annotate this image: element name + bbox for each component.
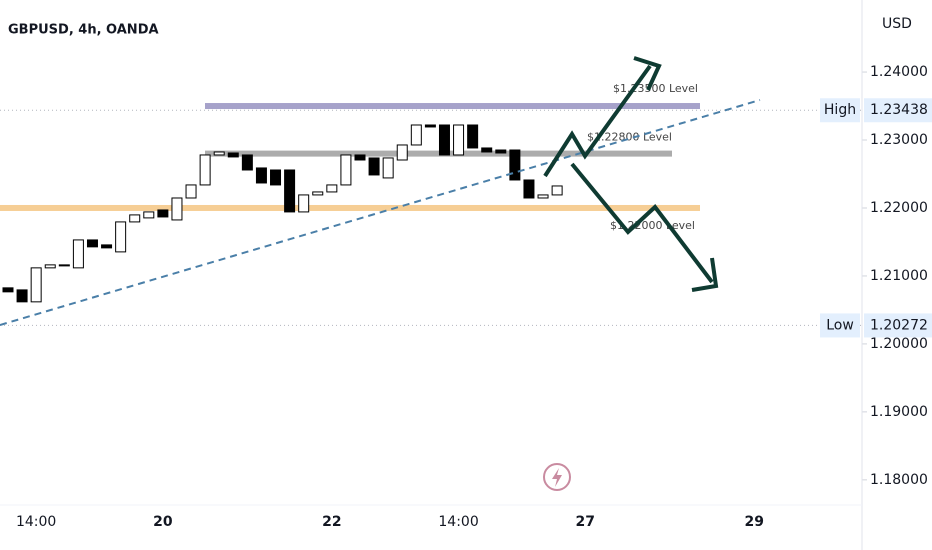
candle-body — [129, 214, 141, 223]
level-band — [205, 150, 672, 157]
candle-body — [30, 267, 42, 303]
symbol-title: GBPUSD, 4h, OANDA — [8, 23, 159, 38]
candle-body — [481, 147, 493, 153]
down-arrow — [570, 162, 714, 284]
low-price: 1.20272 — [870, 317, 928, 333]
candle-body — [396, 144, 408, 161]
candle-body — [16, 289, 28, 303]
level-band — [0, 204, 700, 211]
x-tick-label: 29 — [744, 514, 763, 530]
candle-body — [199, 154, 211, 186]
candle-body — [340, 154, 352, 186]
candle-body — [326, 184, 338, 193]
high-price-badge — [864, 98, 932, 123]
candle-body — [255, 167, 267, 184]
x-tick-label: 14:00 — [16, 514, 56, 530]
candle-body — [241, 154, 253, 171]
low-badge — [820, 313, 860, 338]
candle-body — [438, 124, 450, 156]
candle-body — [312, 191, 324, 196]
level-label: $1.22800 Level — [587, 131, 672, 144]
candle-body — [227, 152, 239, 158]
candle-body — [72, 239, 84, 269]
candle-body — [284, 169, 296, 213]
up-arrow — [543, 64, 652, 178]
candle-body — [368, 157, 380, 176]
candle-body — [157, 209, 169, 218]
candle-body — [453, 124, 465, 156]
candle-body — [551, 185, 563, 196]
candle-body — [509, 149, 521, 181]
down-arrow-head — [691, 257, 719, 292]
x-tick-label: 14:00 — [438, 514, 478, 530]
y-tick-label: 1.21000 — [870, 268, 928, 284]
trend-line — [0, 99, 761, 326]
x-tick-label: 20 — [153, 514, 173, 530]
y-tick-label: 1.18000 — [870, 472, 928, 488]
candle-body — [410, 124, 422, 146]
candle-body — [185, 184, 197, 199]
candle-body — [213, 151, 225, 156]
candle-body — [86, 239, 98, 248]
candle-body — [44, 264, 56, 269]
candle-body — [424, 124, 436, 128]
candle-body — [171, 197, 183, 221]
low-price-badge — [864, 313, 932, 338]
high-badge — [820, 98, 860, 123]
level-band — [205, 103, 700, 110]
y-tick-label: 1.24000 — [870, 64, 928, 80]
high-badge-label: High — [824, 102, 856, 118]
low-badge-label: Low — [826, 317, 854, 333]
candle-body — [115, 221, 127, 253]
candle-body — [495, 149, 507, 154]
y-tick-label: 1.20000 — [870, 336, 928, 352]
candle-body — [101, 244, 113, 249]
high-price: 1.23438 — [870, 102, 928, 118]
y-tick-label: 1.22000 — [870, 200, 928, 216]
candle-body — [298, 194, 310, 213]
candle-body — [143, 211, 155, 219]
candle-body — [58, 264, 70, 267]
candle-body — [2, 287, 14, 293]
currency: USD — [882, 16, 912, 32]
candle-body — [523, 179, 535, 199]
y-tick-label: 1.23000 — [870, 132, 928, 148]
y-tick-label: 1.19000 — [870, 404, 928, 420]
level-label: $1.23500 Level — [613, 82, 698, 95]
event-icon-bolt — [552, 468, 562, 487]
candle-body — [382, 157, 394, 179]
candle-body — [537, 194, 549, 199]
x-tick-label: 27 — [576, 514, 595, 530]
up-arrow-head — [633, 56, 662, 91]
candle-body — [467, 124, 479, 149]
x-tick-label: 22 — [322, 514, 341, 530]
candle-body — [354, 154, 366, 161]
candle-body — [270, 169, 282, 186]
